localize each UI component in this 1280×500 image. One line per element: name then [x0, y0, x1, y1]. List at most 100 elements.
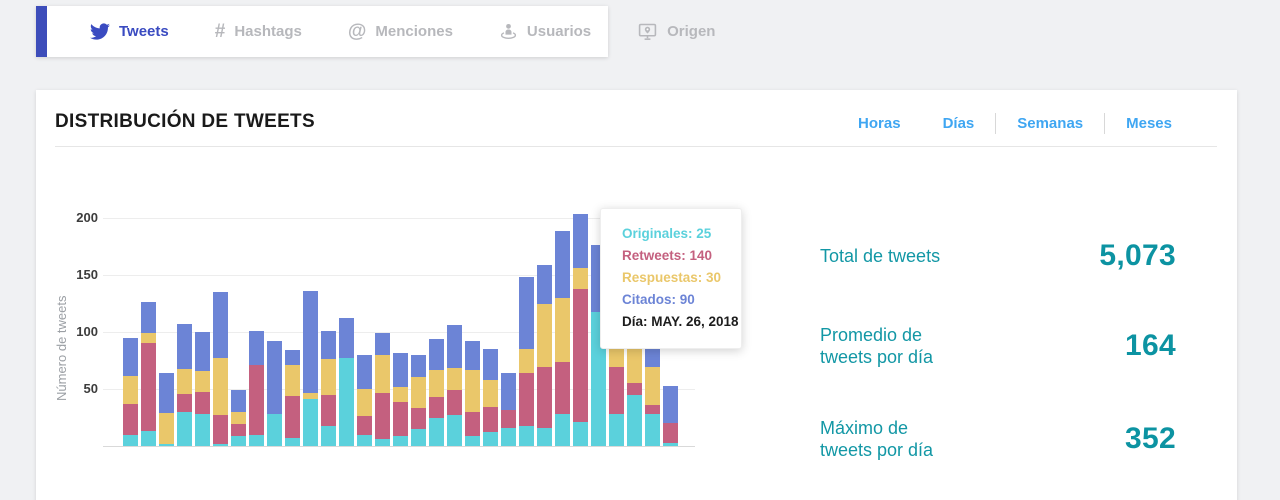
segment-retweets	[663, 423, 678, 443]
segment-originales	[321, 425, 336, 446]
segment-retweets	[231, 424, 246, 436]
bar-may-26[interactable]	[573, 213, 588, 446]
bar-may-31[interactable]	[663, 385, 678, 446]
bar-may-1[interactable]	[123, 337, 138, 446]
segment-originales	[267, 414, 282, 446]
segment-retweets	[573, 288, 588, 423]
segment-retweets	[645, 405, 660, 415]
bar-may-18[interactable]	[429, 338, 444, 446]
y-tick-100: 100	[76, 324, 98, 339]
segment-respuestas	[465, 369, 480, 412]
segment-originales	[555, 414, 570, 446]
period-tab-semanas[interactable]: Semanas	[995, 113, 1104, 134]
title-divider	[55, 146, 1217, 147]
segment-respuestas	[303, 392, 318, 400]
segment-citados	[195, 332, 210, 371]
period-tab-meses[interactable]: Meses	[1104, 113, 1193, 134]
segment-respuestas	[123, 376, 138, 404]
segment-citados	[213, 292, 228, 359]
stat-value: 164	[1125, 329, 1176, 362]
tweets-distribution-card: DISTRIBUCIÓN DE TWEETS Horas Días Semanas M…	[36, 90, 1237, 500]
x-axis-baseline	[103, 446, 695, 447]
segment-citados	[231, 390, 246, 412]
period-tab-días[interactable]: Días	[942, 115, 975, 132]
bar-may-11[interactable]	[303, 291, 318, 446]
bar-may-24[interactable]	[537, 264, 552, 446]
period-tab-horas[interactable]: Horas	[858, 115, 901, 132]
gridline-100	[103, 332, 695, 333]
segment-retweets	[555, 361, 570, 415]
bar-may-6[interactable]	[213, 292, 228, 446]
nav-tabs: Tweets # Hashtags @ Menciones Usuarios Origen	[47, 6, 715, 57]
segment-originales	[609, 414, 624, 446]
segment-retweets	[321, 394, 336, 426]
segment-retweets	[411, 408, 426, 429]
segment-originales	[627, 394, 642, 446]
bar-may-3[interactable]	[159, 373, 174, 446]
segment-citados	[519, 277, 534, 350]
y-tick-200: 200	[76, 210, 98, 225]
nav-tab-tweets[interactable]: Tweets	[67, 6, 192, 57]
bar-may-16[interactable]	[393, 352, 408, 446]
segment-citados	[393, 352, 408, 387]
segment-retweets	[177, 393, 192, 412]
tooltip-day: Día: MAY. 26, 2018	[622, 314, 739, 329]
bar-may-15[interactable]	[375, 333, 390, 446]
stacked-bar-chart: 50 100 150 200	[76, 210, 695, 447]
segment-originales	[339, 358, 354, 446]
segment-retweets	[627, 383, 642, 395]
bar-may-12[interactable]	[321, 330, 336, 446]
bar-may-19[interactable]	[447, 325, 462, 446]
screen-pin-icon	[637, 22, 658, 42]
segment-retweets	[465, 411, 480, 436]
bar-may-20[interactable]	[465, 341, 480, 446]
bar-may-10[interactable]	[285, 350, 300, 446]
bar-may-23[interactable]	[519, 277, 534, 446]
segment-originales	[285, 438, 300, 446]
bar-may-14[interactable]	[357, 354, 372, 446]
nav-tab-label: Tweets	[119, 23, 169, 40]
segment-citados	[285, 350, 300, 366]
bar-may-4[interactable]	[177, 324, 192, 446]
segment-citados	[501, 373, 516, 410]
segment-respuestas	[555, 297, 570, 362]
bar-may-7[interactable]	[231, 390, 246, 446]
segment-retweets	[141, 343, 156, 432]
bar-may-13[interactable]	[339, 318, 354, 446]
segment-respuestas	[609, 344, 624, 368]
nav-tab-menciones[interactable]: @ Menciones	[325, 6, 476, 57]
y-tick-50: 50	[83, 381, 98, 396]
segment-originales	[663, 442, 678, 446]
segment-retweets	[213, 415, 228, 444]
segment-originales	[357, 434, 372, 446]
segment-retweets	[447, 390, 462, 416]
bar-may-9[interactable]	[267, 341, 282, 446]
bar-may-8[interactable]	[249, 330, 264, 446]
bar-may-2[interactable]	[141, 302, 156, 446]
segment-originales	[195, 414, 210, 446]
tooltip-respuestas: Respuestas: 30	[622, 270, 722, 285]
gridline-200	[103, 218, 695, 219]
segment-citados	[123, 337, 138, 377]
segment-citados	[411, 354, 426, 377]
segment-respuestas	[537, 303, 552, 368]
segment-citados	[555, 230, 570, 298]
segment-retweets	[609, 367, 624, 415]
bar-may-17[interactable]	[411, 354, 426, 446]
segment-originales	[645, 414, 660, 446]
segment-originales	[159, 443, 174, 446]
segment-originales	[141, 431, 156, 446]
nav-tab-usuarios[interactable]: Usuarios	[476, 6, 614, 57]
bar-may-5[interactable]	[195, 332, 210, 446]
segment-respuestas	[447, 368, 462, 391]
bar-may-25[interactable]	[555, 230, 570, 446]
segment-originales	[537, 427, 552, 446]
segment-originales	[519, 425, 534, 446]
nav-tab-origen[interactable]: Origen	[614, 6, 738, 57]
bar-may-21[interactable]	[483, 349, 498, 446]
tooltip-citados: Citados: 90	[622, 292, 695, 307]
segment-respuestas	[483, 379, 498, 408]
bar-may-22[interactable]	[501, 373, 516, 446]
nav-tab-hashtags[interactable]: # Hashtags	[192, 6, 325, 57]
segment-respuestas	[213, 358, 228, 416]
